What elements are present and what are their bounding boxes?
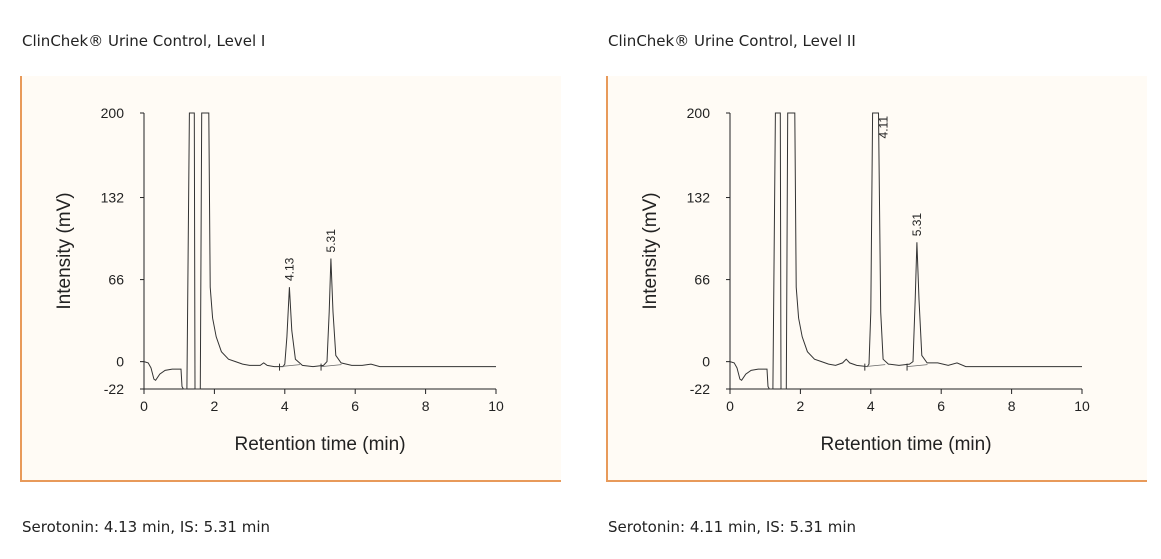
y-tick-label: 200 xyxy=(101,105,125,121)
peak-baseline xyxy=(864,364,886,368)
x-tick-label: 4 xyxy=(867,398,875,414)
caption-level-1: Serotonin: 4.13 min, IS: 5.31 min xyxy=(22,518,271,536)
peak-label: 5.31 xyxy=(910,213,924,237)
chart-panel-level-1: 200 132 66 0 -22 0 2 4 6 8 10 Retention time (min) I… xyxy=(20,76,561,482)
x-tick-label: 6 xyxy=(351,398,359,414)
x-tick-label: 2 xyxy=(797,398,805,414)
y-tick-label: -22 xyxy=(690,381,710,397)
chromatogram-level-1: 200 132 66 0 -22 0 2 4 6 8 10 Retention time (min) I… xyxy=(54,105,504,455)
x-tick-label: 8 xyxy=(1008,398,1016,414)
peak-label: 4.13 xyxy=(282,257,296,281)
x-tick-label: 4 xyxy=(281,398,289,414)
y-tick-label: 0 xyxy=(116,354,124,370)
x-tick-label: 0 xyxy=(726,398,734,414)
chromatogram-trace xyxy=(143,112,496,390)
chromatogram-level-2: 200 132 66 0 -22 0 2 4 6 8 10 Retention time (min) I… xyxy=(640,105,1090,455)
x-axis-label: Retention time (min) xyxy=(820,434,991,455)
peak-baseline xyxy=(279,364,300,368)
x-tick-label: 10 xyxy=(488,398,504,414)
chart-title-level-1: ClinChek® Urine Control, Level I xyxy=(22,32,266,50)
x-tick-label: 6 xyxy=(937,398,945,414)
x-axis-label: Retention time (min) xyxy=(234,434,405,455)
caption-level-2: Serotonin: 4.11 min, IS: 5.31 min xyxy=(608,518,857,536)
chart-title-level-2: ClinChek® Urine Control, Level II xyxy=(608,32,856,50)
y-tick-label: 200 xyxy=(687,105,711,121)
peak-baseline xyxy=(321,364,342,368)
x-tick-label: 0 xyxy=(140,398,148,414)
y-tick-label: 132 xyxy=(687,190,711,206)
chromatogram-trace xyxy=(729,112,1082,390)
x-tick-label: 2 xyxy=(211,398,219,414)
y-tick-label: 66 xyxy=(108,272,124,288)
peak-baseline xyxy=(907,364,928,368)
peak-label: 5.31 xyxy=(324,229,338,253)
y-axis-label: Intensity (mV) xyxy=(54,192,75,309)
x-tick-label: 8 xyxy=(422,398,430,414)
y-tick-label: 66 xyxy=(694,272,710,288)
peak-label: 4.11 xyxy=(877,116,891,139)
y-tick-label: 0 xyxy=(702,354,710,370)
y-axis-label: Intensity (mV) xyxy=(640,192,661,309)
y-tick-label: 132 xyxy=(101,190,125,206)
y-tick-label: -22 xyxy=(104,381,124,397)
chart-panel-level-2: 200 132 66 0 -22 0 2 4 6 8 10 Retention time (min) I… xyxy=(606,76,1147,482)
x-tick-label: 10 xyxy=(1074,398,1090,414)
